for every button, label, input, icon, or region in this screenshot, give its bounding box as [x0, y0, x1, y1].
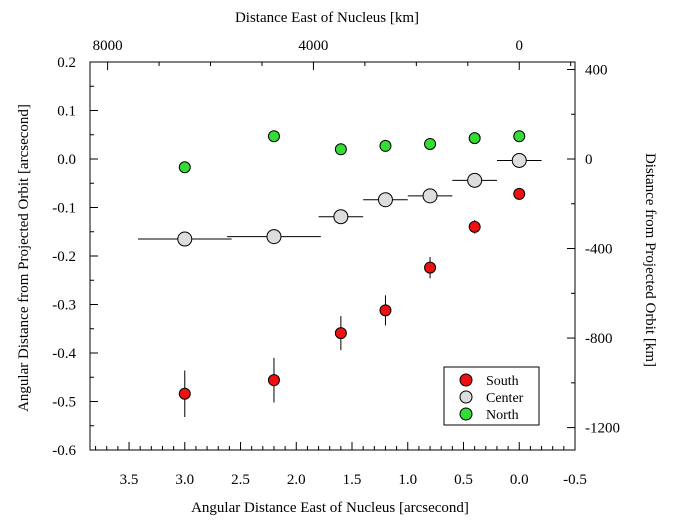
y-tick-label: 0.2: [57, 55, 76, 71]
data-point-north: [178, 161, 191, 174]
top-tick-label: 4000: [298, 38, 328, 54]
legend-marker-center: [459, 390, 473, 404]
x-tick-label: 2.5: [231, 472, 250, 488]
data-point-south: [424, 261, 437, 274]
right-tick-label: -800: [585, 331, 613, 347]
y-tick-label: -0.1: [52, 201, 76, 217]
x-tick-label: -0.5: [563, 472, 587, 488]
x-tick-label: 1.0: [398, 472, 417, 488]
data-point-north: [334, 143, 347, 156]
y-tick-label: -0.6: [52, 443, 76, 459]
top-axis-title: Distance East of Nucleus [km]: [235, 10, 419, 26]
data-point-south: [267, 374, 280, 387]
x-tick-label: 1.5: [343, 472, 362, 488]
y-tick-label: -0.5: [52, 395, 76, 411]
legend-marker-south: [459, 373, 473, 387]
y-tick-label: -0.4: [52, 346, 76, 362]
top-tick-label: 0: [516, 38, 524, 54]
data-point-south: [468, 220, 481, 233]
data-point-north: [468, 132, 481, 145]
legend-label-south: South: [486, 374, 519, 389]
legend-label-north: North: [486, 408, 519, 423]
y-tick-label: 0.0: [57, 152, 76, 168]
data-point-south: [178, 387, 191, 400]
x-tick-label: 0.0: [510, 472, 529, 488]
data-point-south: [513, 187, 526, 200]
right-tick-label: -1200: [585, 421, 620, 437]
data-point-south: [334, 327, 347, 340]
y-tick-label: 0.1: [57, 104, 76, 120]
x-tick-label: 2.0: [287, 472, 306, 488]
data-point-center: [467, 172, 483, 188]
left-axis-title: Angular Distance from Projected Orbit [a…: [16, 104, 32, 412]
y-tick-label: -0.2: [52, 249, 76, 265]
data-point-center: [422, 188, 438, 204]
data-point-north: [424, 137, 437, 150]
right-tick-label: 400: [585, 62, 608, 78]
data-point-center: [377, 192, 393, 208]
data-point-center: [177, 231, 193, 247]
data-point-south: [379, 304, 392, 317]
y-tick-label: -0.3: [52, 298, 76, 314]
data-point-center: [266, 229, 282, 245]
data-point-north: [379, 139, 392, 152]
x-tick-label: 0.5: [454, 472, 473, 488]
data-point-center: [333, 209, 349, 225]
data-point-north: [513, 130, 526, 143]
legend: South Center North: [443, 366, 540, 426]
legend-label-center: Center: [486, 391, 524, 406]
data-point-center: [511, 152, 527, 168]
x-tick-label: 3.5: [120, 472, 139, 488]
bottom-axis-title: Angular Distance East of Nucleus [arcsec…: [191, 500, 469, 516]
legend-marker-north: [459, 407, 473, 421]
data-marks-layer: [137, 130, 542, 418]
ticks-layer: 3.5 3.0 2.5 2.0 1.5 1.0 0.5 0.0 -0.5 0.2 0.1 0.0 -0.…: [52, 38, 620, 488]
right-tick-label: 0: [585, 152, 593, 168]
data-point-north: [267, 130, 280, 143]
right-axis-title: Distance from Projected Orbit [km]: [642, 153, 658, 367]
right-tick-label: -400: [585, 242, 613, 258]
top-tick-label: 8000: [93, 38, 123, 54]
x-tick-label: 3.0: [175, 472, 194, 488]
